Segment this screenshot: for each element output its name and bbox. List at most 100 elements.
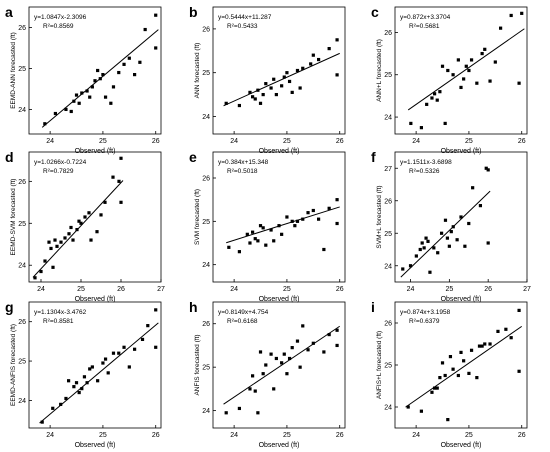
data-point	[261, 226, 265, 230]
data-point	[256, 239, 260, 243]
data-point	[446, 418, 450, 422]
x-tick-label: 24	[37, 286, 45, 293]
data-point	[418, 247, 422, 252]
data-point	[322, 350, 326, 354]
data-point	[83, 215, 87, 219]
data-point	[111, 85, 116, 89]
data-point	[72, 99, 76, 103]
x-tick-label: 26	[484, 286, 492, 293]
y-tick-label: 25	[202, 70, 210, 77]
panel-letter: a	[5, 4, 13, 20]
data-point	[140, 337, 145, 342]
data-point	[290, 219, 294, 223]
data-point	[295, 339, 300, 343]
data-point	[451, 367, 455, 371]
y-axis-label: ANFIS forecasted (ft)	[194, 334, 201, 395]
data-point	[133, 347, 137, 351]
data-point	[55, 244, 59, 248]
x-tick-label: 26	[336, 286, 344, 293]
data-point	[426, 239, 430, 243]
x-axis-label: Observed (ft)	[75, 442, 116, 449]
data-point	[425, 102, 429, 106]
data-point	[237, 406, 241, 411]
data-point	[251, 230, 255, 234]
y-tick-label: 25	[18, 221, 26, 228]
data-point	[287, 356, 292, 361]
r-squared-label: R²=0.6168	[227, 318, 258, 325]
panel-c: 24 25 26 24 25 26 Observed (ft) ANN+L forecaste…	[371, 4, 528, 155]
data-point	[237, 250, 241, 254]
y-tick-label: 26	[18, 179, 26, 186]
data-point	[488, 342, 492, 346]
data-point	[103, 200, 107, 204]
data-point	[467, 221, 471, 226]
data-point	[293, 224, 297, 228]
data-point	[467, 371, 471, 375]
x-tick-label: 25	[77, 286, 85, 293]
data-point	[335, 221, 339, 226]
data-point	[440, 361, 445, 365]
plot-frame	[28, 151, 162, 283]
x-tick-label: 25	[283, 432, 291, 439]
data-point	[133, 72, 137, 77]
data-point	[301, 324, 305, 328]
data-point	[143, 27, 147, 32]
x-axis-label: Observed (ft)	[259, 442, 300, 449]
data-point	[138, 60, 142, 64]
data-point	[335, 343, 339, 348]
plot-frame	[212, 6, 346, 135]
x-tick-label: 27	[157, 286, 165, 293]
plot-frame	[394, 6, 528, 135]
data-point	[88, 367, 92, 371]
x-tick-label: 26	[336, 138, 344, 145]
data-point	[77, 219, 81, 223]
y-tick-label: 24	[384, 263, 392, 270]
panel-f: 24 25 26 27 24 25 26 27 Observed (ft) SVM+L forec…	[371, 149, 531, 303]
x-tick-label: 26	[518, 432, 526, 439]
data-point	[227, 245, 231, 249]
data-point	[282, 75, 286, 79]
data-point	[253, 237, 257, 241]
data-point	[72, 385, 76, 389]
data-point	[74, 381, 79, 385]
data-point	[504, 327, 508, 331]
regression-equation: y=1.1304x-3.4762	[34, 309, 87, 316]
data-point	[520, 11, 524, 15]
data-point	[301, 217, 305, 221]
data-point	[517, 81, 521, 85]
regression-equation: y=1.0847x-2.3096	[34, 14, 87, 21]
data-point	[88, 95, 92, 99]
x-axis-label: Observed (ft)	[441, 296, 482, 303]
data-point	[295, 68, 300, 73]
y-axis-label: ANN forecasted (ft)	[194, 43, 201, 99]
data-point	[98, 77, 102, 81]
data-point	[483, 47, 487, 51]
data-point	[322, 247, 326, 252]
data-point	[317, 217, 321, 221]
data-point	[287, 79, 292, 84]
panel-letter: b	[189, 4, 198, 20]
data-point	[74, 93, 79, 97]
r-squared-label: R²=0.5681	[409, 23, 440, 30]
y-axis-label: EEMD-SVM forecasted (ft)	[10, 179, 17, 256]
data-point	[96, 68, 100, 73]
data-point	[103, 95, 108, 99]
data-point	[90, 365, 94, 369]
data-point	[258, 101, 263, 105]
data-point	[109, 101, 113, 105]
data-point	[408, 264, 413, 268]
data-point	[419, 126, 423, 130]
data-point	[69, 225, 73, 230]
r-squared-label: R²=0.8569	[43, 23, 74, 30]
data-point	[327, 332, 331, 337]
y-tick-label: 26	[202, 26, 210, 33]
panel-g: 24 25 26 24 25 26 Observed (ft) EEMD-ANFIS fore…	[5, 299, 162, 449]
y-tick-label: 25	[202, 365, 210, 372]
panel-i: 24 25 26 24 25 26 Observed (ft) ANFIS+L forecas…	[371, 299, 528, 449]
data-point	[111, 351, 116, 355]
x-tick-label: 25	[99, 138, 107, 145]
regression-line	[405, 325, 523, 408]
data-point	[462, 359, 466, 363]
data-point	[414, 254, 418, 258]
